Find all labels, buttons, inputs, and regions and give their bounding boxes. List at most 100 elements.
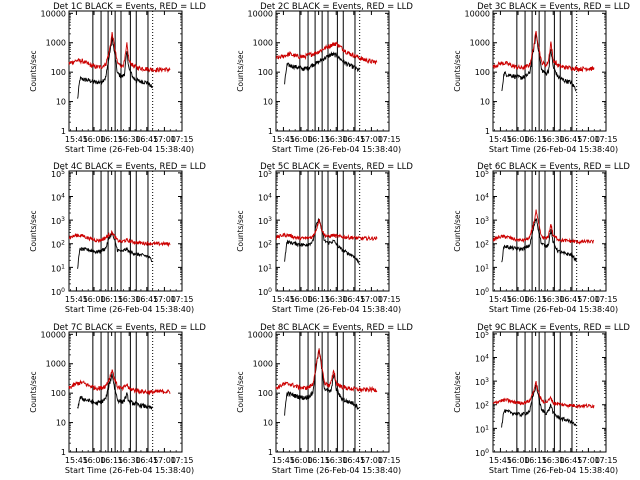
y-tick-label: 100 — [51, 68, 66, 77]
x-tick-label: 17:15 — [170, 135, 193, 144]
x-tick-label: 16:00 — [506, 135, 529, 144]
x-tick-label: 17:00 — [577, 295, 600, 304]
axes-frame — [68, 331, 183, 453]
panel-title: Det 8C BLACK = Events, RED = LLD — [260, 323, 413, 333]
y-tick-label: 100 — [258, 68, 273, 77]
x-tick-label: 16:45 — [135, 456, 158, 465]
x-tick-label: 15:45 — [489, 135, 512, 144]
y-tick-label: 100 — [258, 287, 272, 297]
y-tick-label: 100 — [475, 448, 489, 458]
y-tick-label: 103 — [475, 377, 489, 387]
x-tick-label: 16:30 — [542, 456, 565, 465]
x-axis-label: Start Time (26-Feb-04 15:38:40) — [489, 305, 618, 314]
y-tick-label: 101 — [258, 263, 272, 273]
axes-frame — [492, 170, 607, 292]
x-tick-label: 16:00 — [289, 456, 312, 465]
x-tick-label: 17:15 — [377, 135, 400, 144]
y-tick-label: 104 — [51, 192, 65, 202]
panel-det-9: Det 9C BLACK = Events, RED = LLD 100 101 10… — [453, 323, 630, 475]
x-tick-label: 15:45 — [489, 456, 512, 465]
y-tick-label: 1 — [268, 127, 273, 136]
x-tick-label: 16:00 — [82, 456, 105, 465]
axes-frame — [275, 170, 390, 292]
y-tick-label: 10000 — [248, 9, 273, 18]
panel-det-4: Det 4C BLACK = Events, RED = LLD 100 101 10… — [29, 162, 206, 314]
y-axis-label: Counts/sec — [236, 210, 245, 251]
panel-det-5: Det 5C BLACK = Events, RED = LLD 100 101 10… — [236, 162, 413, 314]
y-tick-label: 10000 — [41, 9, 66, 18]
panel-det-1: Det 1C BLACK = Events, RED = LLD 1 10 100 10… — [29, 2, 206, 154]
y-tick-label: 10 — [263, 419, 273, 428]
y-tick-label: 103 — [51, 216, 65, 226]
y-tick-label: 1000 — [46, 360, 66, 369]
x-tick-label: 16:30 — [325, 456, 348, 465]
axes-frame — [68, 170, 183, 292]
x-tick-label: 15:45 — [65, 295, 88, 304]
x-tick-label: 17:15 — [594, 135, 617, 144]
x-tick-label: 16:30 — [325, 135, 348, 144]
y-tick-label: 102 — [51, 240, 65, 250]
panel-det-2: Det 2C BLACK = Events, RED = LLD 1 10 100 10… — [236, 2, 413, 154]
series-events-line — [77, 36, 153, 99]
x-tick-label: 17:15 — [594, 456, 617, 465]
x-tick-label: 16:00 — [506, 456, 529, 465]
x-tick-label: 16:30 — [542, 135, 565, 144]
x-tick-label: 16:15 — [524, 295, 547, 304]
series-events-line — [501, 384, 577, 428]
y-tick-label: 104 — [475, 192, 489, 202]
x-tick-label: 16:30 — [118, 295, 141, 304]
y-tick-label: 102 — [258, 240, 272, 250]
y-axis-label: Counts/sec — [453, 210, 462, 251]
series-events-line — [77, 231, 153, 269]
x-tick-label: 16:00 — [82, 135, 105, 144]
series-lld-line — [68, 369, 171, 396]
x-tick-label: 16:00 — [82, 295, 105, 304]
y-tick-label: 105 — [475, 169, 489, 179]
panel-title: Det 7C BLACK = Events, RED = LLD — [53, 323, 206, 333]
panel-title: Det 6C BLACK = Events, RED = LLD — [477, 162, 630, 172]
x-axis-label: Start Time (26-Feb-04 15:38:40) — [489, 145, 618, 154]
y-tick-label: 10000 — [248, 330, 273, 339]
x-tick-label: 17:15 — [170, 456, 193, 465]
series-lld-line — [492, 380, 595, 409]
x-tick-label: 17:00 — [360, 456, 383, 465]
x-axis-label: Start Time (26-Feb-04 15:38:40) — [65, 466, 194, 475]
x-tick-label: 16:15 — [307, 456, 330, 465]
axes-frame — [275, 331, 390, 453]
y-tick-label: 1 — [268, 448, 273, 457]
panel-title: Det 3C BLACK = Events, RED = LLD — [477, 2, 630, 12]
x-tick-label: 16:30 — [118, 456, 141, 465]
x-tick-label: 15:45 — [272, 135, 295, 144]
series-lld-line — [275, 347, 378, 394]
y-tick-label: 105 — [475, 330, 489, 340]
x-tick-label: 15:45 — [272, 295, 295, 304]
y-tick-label: 100 — [258, 389, 273, 398]
x-tick-label: 17:00 — [153, 135, 176, 144]
x-axis-label: Start Time (26-Feb-04 15:38:40) — [272, 305, 401, 314]
y-tick-label: 104 — [258, 192, 272, 202]
x-tick-label: 16:15 — [100, 456, 123, 465]
x-axis-label: Start Time (26-Feb-04 15:38:40) — [65, 145, 194, 154]
series-events-line — [284, 217, 360, 265]
y-tick-label: 102 — [475, 240, 489, 250]
x-tick-label: 16:45 — [342, 456, 365, 465]
series-lld-line — [68, 32, 171, 74]
axes-frame — [492, 331, 607, 453]
y-axis-label: Counts/sec — [453, 371, 462, 412]
x-axis-label: Start Time (26-Feb-04 15:38:40) — [272, 145, 401, 154]
x-tick-label: 16:45 — [342, 135, 365, 144]
x-tick-label: 16:00 — [289, 295, 312, 304]
x-tick-label: 16:15 — [524, 135, 547, 144]
axes-frame — [492, 10, 607, 132]
x-tick-label: 16:15 — [100, 295, 123, 304]
y-tick-label: 1000 — [253, 360, 273, 369]
series-lld-line — [275, 219, 378, 242]
y-tick-label: 101 — [51, 263, 65, 273]
y-axis-label: Counts/sec — [29, 371, 38, 412]
series-lld-line — [492, 209, 595, 245]
y-tick-label: 10 — [480, 98, 490, 107]
y-tick-label: 105 — [258, 169, 272, 179]
x-tick-label: 16:15 — [307, 135, 330, 144]
x-tick-label: 17:00 — [360, 135, 383, 144]
x-tick-label: 16:15 — [524, 456, 547, 465]
